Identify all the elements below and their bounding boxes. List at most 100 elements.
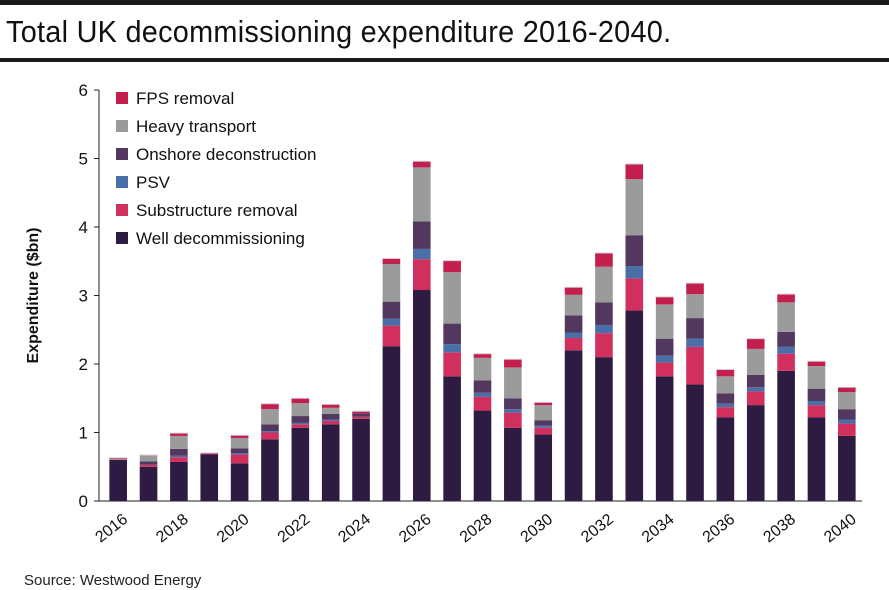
bar-2027-fps [443, 260, 461, 273]
bar-2030-psv [534, 425, 553, 428]
bar-2030-substructure [534, 427, 553, 435]
bar-2040-well [838, 435, 856, 501]
x-tick-label: 2020 [214, 511, 253, 546]
legend-swatch-psv [116, 176, 128, 188]
bar-2034-well [655, 376, 674, 501]
bar-2038-heavy [777, 302, 795, 332]
bar-2028-substructure [473, 396, 492, 411]
bar-2034-fps [655, 296, 674, 305]
bar-2035-fps [686, 283, 704, 295]
bar-2025-fps [382, 258, 401, 264]
bar-2022-heavy [291, 403, 310, 417]
bar-2020-fps [230, 435, 249, 438]
legend-label-heavy: Heavy transport [136, 117, 256, 136]
bar-2033-onshore [625, 235, 644, 267]
bar-2031-heavy [564, 294, 583, 316]
bar-2036-heavy [716, 376, 735, 394]
bar-2027-well [443, 376, 461, 501]
bar-2031-fps [564, 287, 583, 295]
source-note: Source: Westwood Energy [24, 572, 202, 589]
x-tick-label: 2040 [821, 511, 860, 546]
bar-2037-well [746, 405, 765, 501]
bar-2016-heavy [109, 459, 127, 460]
bar-2023-heavy [321, 407, 340, 415]
bar-2024-fps [352, 411, 370, 414]
legend-label-onshore: Onshore deconstruction [136, 145, 317, 164]
legend-swatch-onshore [116, 148, 128, 160]
bar-2038-fps [777, 294, 795, 303]
legend-label-psv: PSV [136, 173, 171, 192]
bar-2021-fps [261, 403, 279, 410]
bar-2017-heavy [139, 455, 158, 462]
bar-2026-psv [412, 248, 431, 260]
bar-2039-psv [807, 400, 826, 406]
bar-2026-heavy [412, 167, 431, 222]
bar-2036-onshore [716, 393, 735, 404]
bar-2030-fps [534, 402, 553, 406]
bar-2040-onshore [838, 409, 856, 420]
bar-2039-onshore [807, 388, 826, 401]
x-tick-label: 2028 [457, 511, 496, 546]
bar-2024-substructure [352, 416, 370, 419]
bar-2030-heavy [534, 405, 553, 421]
y-tick-label: 1 [79, 424, 88, 443]
bar-2024-onshore [352, 413, 370, 417]
x-tick-label: 2026 [396, 511, 435, 546]
bar-2017-substructure [139, 464, 158, 467]
bar-2026-fps [412, 161, 431, 168]
bar-2032-psv [595, 324, 613, 334]
legend-label-fps: FPS removal [136, 89, 234, 108]
legend-label-well: Well decommissioning [136, 229, 305, 248]
bar-2031-substructure [564, 337, 583, 351]
bar-2040-substructure [838, 423, 856, 436]
bar-2025-heavy [382, 263, 401, 302]
x-tick-label: 2024 [335, 511, 374, 546]
bar-2029-psv [504, 409, 522, 413]
bar-2018-well [170, 461, 188, 501]
bar-2020-substructure [230, 454, 249, 464]
bar-2023-well [321, 424, 340, 501]
bar-2023-onshore [321, 414, 340, 420]
bar-2026-onshore [412, 221, 431, 249]
bar-2035-onshore [686, 318, 704, 339]
bar-2039-well [807, 417, 826, 501]
bar-2019-fps [200, 453, 219, 455]
bar-2040-psv [838, 419, 856, 424]
y-tick-label: 6 [79, 81, 88, 100]
bar-2039-fps [807, 361, 826, 367]
bar-2022-well [291, 427, 310, 501]
bar-2029-heavy [504, 367, 522, 399]
bars [109, 160, 856, 501]
bar-2039-substructure [807, 405, 826, 418]
bar-2022-onshore [291, 416, 310, 423]
bar-2036-fps [716, 369, 735, 377]
y-tick-label: 0 [79, 492, 88, 511]
bar-2031-psv [564, 332, 583, 338]
bar-2029-fps [504, 359, 522, 368]
bar-2035-substructure [686, 346, 704, 385]
legend-label-substructure: Substructure removal [136, 201, 298, 220]
bar-2017-onshore [139, 461, 158, 465]
bar-2035-heavy [686, 294, 704, 319]
bar-2036-well [716, 417, 735, 501]
bar-2016-well [109, 459, 127, 501]
bar-2021-well [261, 439, 279, 501]
bar-2022-fps [291, 398, 310, 404]
bar-2035-psv [686, 338, 704, 347]
bar-2029-onshore [504, 398, 522, 410]
bar-2023-psv [321, 419, 340, 421]
bar-2016-fps [109, 457, 127, 460]
x-tick-label: 2038 [760, 511, 799, 546]
bar-2026-well [412, 290, 431, 501]
legend: FPS removal Heavy transport Onshore decons… [116, 89, 317, 248]
bar-2018-heavy [170, 435, 188, 449]
bar-2039-heavy [807, 366, 826, 389]
legend-swatch-fps [116, 92, 128, 104]
bar-2032-substructure [595, 333, 613, 358]
bar-2020-well [230, 463, 249, 501]
bar-2025-psv [382, 318, 401, 326]
title-rule [0, 58, 889, 62]
bar-2028-psv [473, 392, 492, 397]
bar-2022-psv [291, 422, 310, 425]
bar-2033-substructure [625, 278, 644, 311]
